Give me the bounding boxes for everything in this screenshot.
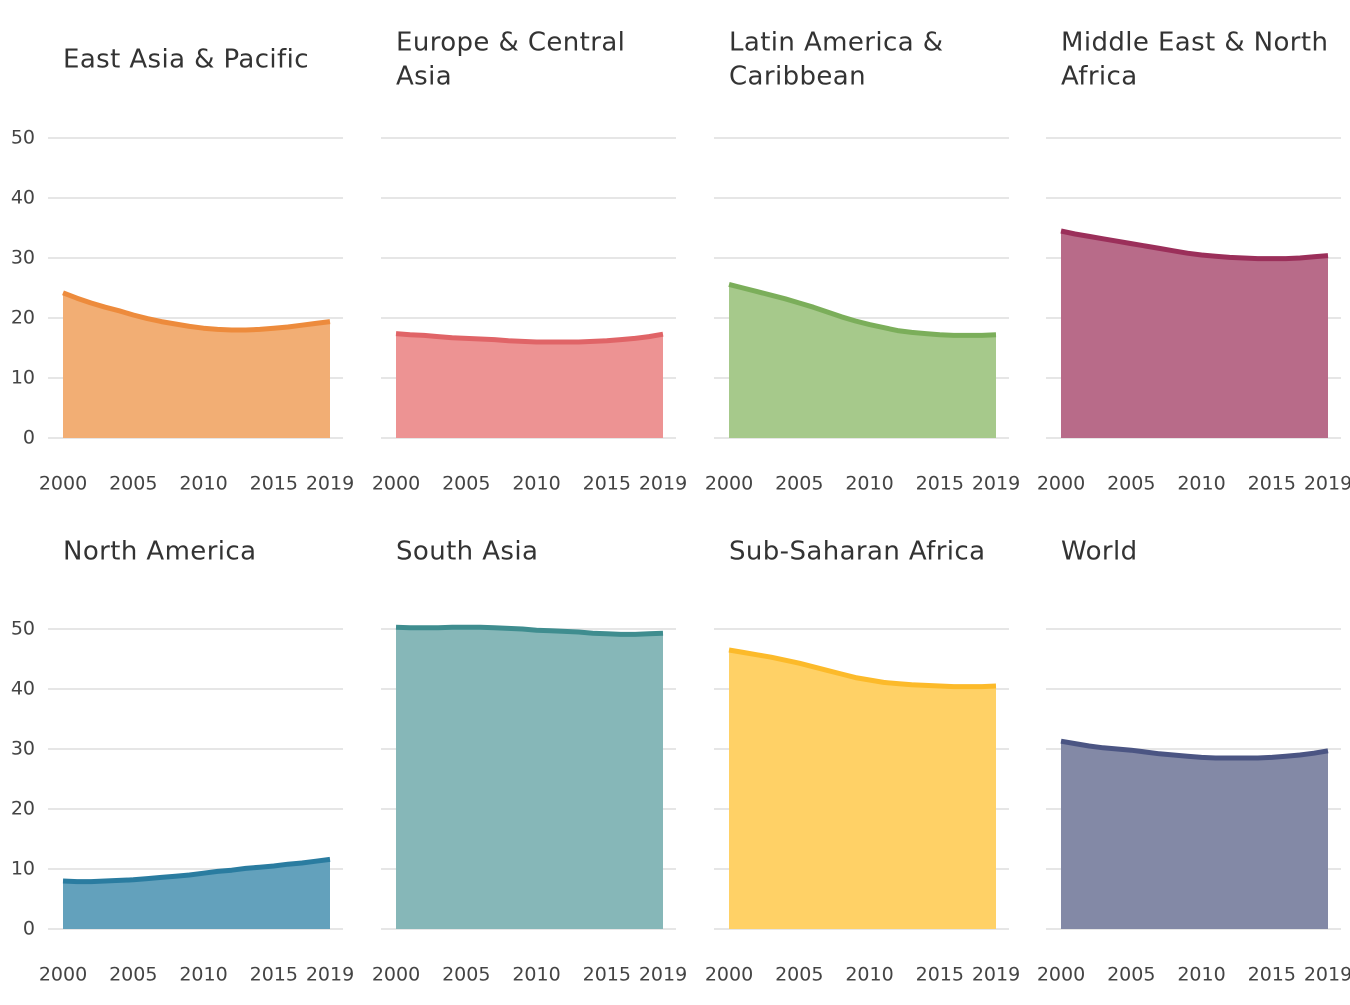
y-tick-label: 0 <box>23 427 35 449</box>
x-tick-label: 2019 <box>972 473 1020 495</box>
line-east-asia-pacific <box>62 290 331 333</box>
y-tick-label: 30 <box>11 738 35 760</box>
x-tick-label: 2015 <box>916 473 964 495</box>
area-north-america <box>63 859 330 929</box>
area-middle-east-north-africa <box>1061 231 1328 438</box>
x-tick-label: 2000 <box>1037 964 1085 986</box>
x-tick-label: 2019 <box>1304 964 1350 986</box>
y-tick-label: 40 <box>11 678 35 700</box>
area-world <box>1061 741 1328 929</box>
x-tick-label: 2000 <box>39 473 87 495</box>
x-tick-label: 2000 <box>1037 473 1085 495</box>
x-tick-label: 2000 <box>705 964 753 986</box>
x-tick-label: 2015 <box>250 964 298 986</box>
line-latin-america-caribbean <box>728 281 997 338</box>
panel-title-middle-east-north-africa-line-2: Africa <box>1061 62 1138 92</box>
x-tick-label: 2005 <box>109 964 157 986</box>
area-south-asia <box>396 627 663 929</box>
panel-title-latin-america-caribbean-line-2: Caribbean <box>729 62 866 92</box>
x-tick-label: 2005 <box>442 964 490 986</box>
x-tick-label: 2005 <box>775 964 823 986</box>
area-latin-america-caribbean <box>729 284 996 438</box>
x-tick-label: 2015 <box>250 473 298 495</box>
x-tick-label: 2005 <box>1107 473 1155 495</box>
y-tick-label: 10 <box>11 367 35 389</box>
x-tick-label: 2015 <box>1248 964 1296 986</box>
panel-title-latin-america-caribbean: Latin America & <box>729 28 943 58</box>
x-tick-label: 2010 <box>512 964 560 986</box>
x-tick-label: 2010 <box>1177 473 1225 495</box>
x-tick-label: 2019 <box>306 964 354 986</box>
x-tick-label: 2019 <box>972 964 1020 986</box>
panel-title-world: World <box>1061 537 1138 567</box>
x-tick-label: 2010 <box>845 964 893 986</box>
x-tick-label: 2010 <box>845 473 893 495</box>
x-tick-label: 2015 <box>916 964 964 986</box>
line-world <box>1060 738 1329 761</box>
x-tick-label: 2019 <box>639 473 687 495</box>
y-tick-label: 40 <box>11 187 35 209</box>
x-tick-label: 2000 <box>39 964 87 986</box>
line-north-america <box>62 856 331 885</box>
panel-world: World 2000 2005 2010 2015 2019 <box>1037 537 1350 986</box>
x-tick-label: 2010 <box>179 473 227 495</box>
line-middle-east-north-africa <box>1060 228 1329 262</box>
x-tick-label: 2010 <box>179 964 227 986</box>
panel-north-america: North America 0 10 20 30 40 50 2000 2005 2010 2015… <box>11 537 354 986</box>
area-sub-saharan-africa <box>729 650 996 929</box>
panel-east-asia-pacific: East Asia & Pacific 0 10 20 30 40 50 2000 2005 20… <box>11 45 354 495</box>
x-tick-label: 2019 <box>639 964 687 986</box>
x-tick-label: 2010 <box>512 473 560 495</box>
x-tick-label: 2005 <box>775 473 823 495</box>
area-europe-central-asia <box>396 333 663 438</box>
x-tick-label: 2005 <box>442 473 490 495</box>
y-tick-label: 50 <box>11 618 35 640</box>
x-tick-label: 2010 <box>1177 964 1225 986</box>
panel-title-europe-central-asia: Europe & Central <box>396 28 625 58</box>
panel-title-east-asia-pacific: East Asia & Pacific <box>63 45 309 75</box>
line-europe-central-asia <box>395 331 664 345</box>
panel-title-middle-east-north-africa: Middle East & North <box>1061 28 1328 58</box>
y-tick-label: 10 <box>11 858 35 880</box>
x-tick-label: 2019 <box>1304 473 1350 495</box>
x-tick-label: 2000 <box>372 964 420 986</box>
x-tick-label: 2000 <box>372 473 420 495</box>
x-tick-label: 2015 <box>583 964 631 986</box>
y-tick-label: 20 <box>11 307 35 329</box>
panel-title-sub-saharan-africa: Sub-Saharan Africa <box>729 537 985 567</box>
area-east-asia-pacific <box>63 292 330 438</box>
panel-europe-central-asia: Europe & Central Asia 2000 2005 2010 2015 2019 <box>372 28 687 495</box>
panel-middle-east-north-africa: Middle East & North Africa 2000 2005 2010 201… <box>1037 28 1350 495</box>
x-tick-label: 2015 <box>583 473 631 495</box>
x-tick-label: 2019 <box>306 473 354 495</box>
panel-title-europe-central-asia-line-2: Asia <box>396 62 452 92</box>
line-sub-saharan-africa <box>728 647 997 690</box>
panel-sub-saharan-africa: Sub-Saharan Africa 2000 2005 2010 2015 2019 <box>705 537 1020 986</box>
x-tick-label: 2000 <box>705 473 753 495</box>
y-tick-label: 0 <box>23 918 35 940</box>
y-tick-label: 20 <box>11 798 35 820</box>
panel-south-asia: South Asia 2000 2005 2010 2015 2019 <box>372 537 687 986</box>
x-tick-label: 2005 <box>1107 964 1155 986</box>
line-south-asia <box>395 624 664 637</box>
x-tick-label: 2015 <box>1248 473 1296 495</box>
x-tick-label: 2005 <box>109 473 157 495</box>
panel-title-north-america: North America <box>63 537 256 567</box>
y-tick-label: 30 <box>11 247 35 269</box>
panel-latin-america-caribbean: Latin America & Caribbean 2000 2005 2010 2015… <box>705 28 1020 495</box>
panel-title-south-asia: South Asia <box>396 537 538 567</box>
y-tick-label: 50 <box>11 127 35 149</box>
